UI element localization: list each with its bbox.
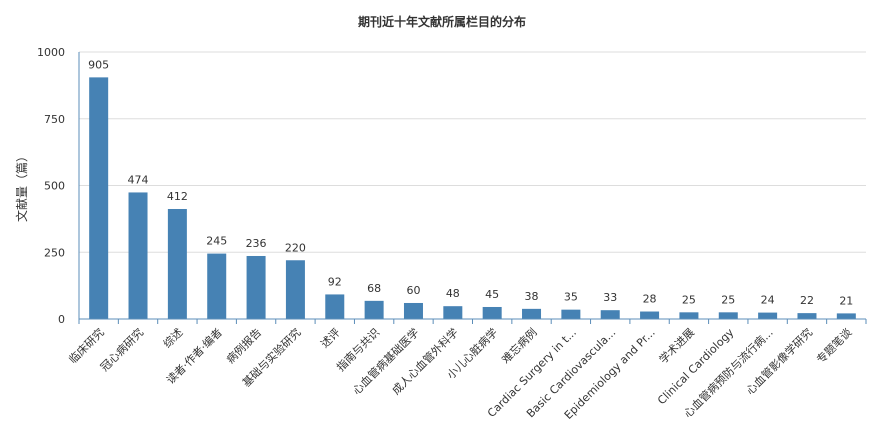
bar [246,255,266,319]
data-label: 905 [88,58,109,71]
data-label: 236 [246,237,267,250]
x-tick-label: 学术进展 [656,325,697,366]
y-tick-label: 0 [58,313,65,326]
x-tick-label: 病例报告 [223,325,264,366]
bar [403,302,423,319]
bar [443,306,463,319]
data-label: 245 [206,235,227,248]
data-label: 21 [839,294,853,307]
data-label: 28 [643,293,657,306]
data-label: 45 [485,288,499,301]
bar [836,313,856,319]
data-label: 24 [761,294,775,307]
data-label: 22 [800,294,814,307]
bar [167,208,187,319]
bar [285,260,305,319]
x-tick-label: 心血管病基础医学 [349,325,421,397]
x-tick-label: 专题笔谈 [813,325,854,366]
bar [679,312,699,319]
bar [522,308,542,319]
chart-title: 期刊近十年文献所属栏目的分布 [358,14,526,29]
bar [482,306,502,319]
data-label: 35 [564,291,578,304]
data-label: 48 [446,287,460,300]
bar [718,312,738,319]
bar [325,294,345,319]
data-label: 412 [167,190,188,203]
x-tick-label: Clinical Cardiology [655,326,737,408]
bar [128,192,148,319]
bar [758,312,778,319]
bars [89,77,856,320]
x-tick-label: 难忘病例 [499,325,540,366]
data-label: 474 [128,173,149,186]
y-axis-label: 文献量（篇） [14,150,29,222]
x-tick-label: 综述 [160,325,185,350]
data-label: 92 [328,275,342,288]
bar [797,313,817,319]
data-label: 33 [603,291,617,304]
data-label: 38 [525,290,539,303]
bar [89,77,109,320]
bar [600,310,620,319]
y-tick-label: 750 [44,113,65,126]
x-tick-label: 述评 [318,326,343,351]
bar [640,311,660,319]
bar [561,309,581,319]
data-label: 25 [721,293,735,306]
y-tick-label: 250 [44,246,65,259]
x-tick-label: 心血管影像学研究 [743,325,815,397]
bar [207,253,227,319]
x-tick-label: 临床研究 [66,325,107,366]
bar [364,300,384,319]
y-tick-label: 1000 [37,46,65,59]
y-axis-ticks: 0 250 500 750 1000 [37,46,65,326]
gridlines [79,51,866,253]
y-tick-label: 500 [44,180,65,193]
data-label: 220 [285,241,306,254]
x-axis [78,52,867,324]
data-labels: 905 474 412 245 236 220 92 68 60 48 45 38 35 33 28 25 25… [88,58,853,307]
data-label: 68 [367,282,381,295]
data-label: 25 [682,293,696,306]
data-label: 60 [406,284,420,297]
x-tick-label: 成人心血管外科学 [389,325,461,397]
x-tick-label: 冠心病研究 [97,325,146,374]
